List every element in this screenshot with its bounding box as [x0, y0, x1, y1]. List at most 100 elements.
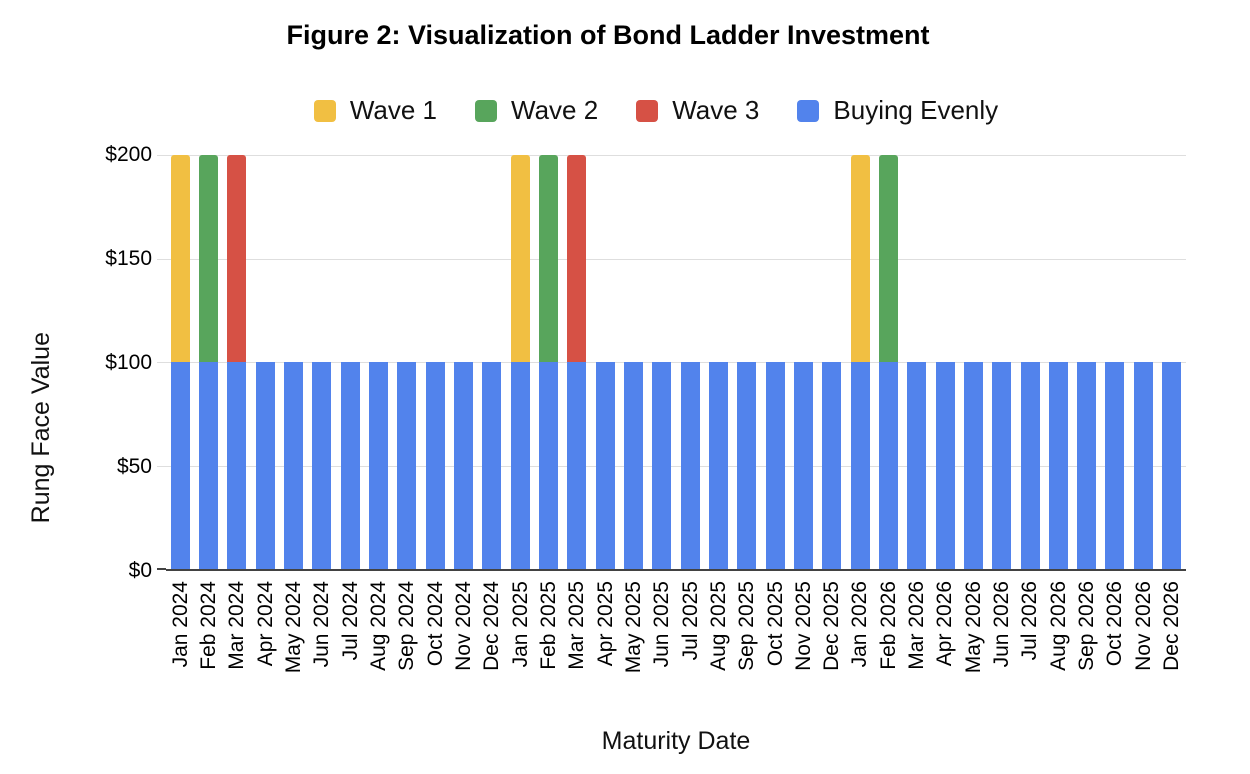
x-axis-tick-label: Jun 2024: [310, 581, 334, 668]
bar-segment-buying-evenly: [1048, 362, 1068, 569]
x-axis-tick-label: Oct 2024: [423, 581, 447, 667]
x-axis-tick-label: Dec 2026: [1160, 581, 1184, 671]
bar-segment-buying-evenly: [1133, 362, 1153, 569]
x-axis-tick-label: Jan 2024: [168, 581, 192, 668]
x-label-cell: Feb 2026: [874, 581, 902, 703]
x-label-cell: Oct 2026: [1101, 581, 1129, 703]
bar-column: [308, 155, 336, 569]
legend-label: Wave 2: [511, 95, 599, 125]
bar-segment-buying-evenly: [595, 362, 615, 569]
bar-segment-wave-3: [567, 155, 587, 362]
x-axis-tick-label: Nov 2026: [1131, 581, 1155, 671]
x-axis-tick-label: Sep 2025: [735, 581, 759, 671]
bar-segment-buying-evenly: [992, 362, 1012, 569]
x-label-cell: May 2024: [279, 581, 307, 703]
bar-segment-buying-evenly: [878, 362, 898, 569]
chart-title: Figure 2: Visualization of Bond Ladder I…: [286, 20, 930, 50]
plot-columns: [166, 155, 1186, 569]
x-label-cell: Apr 2026: [931, 581, 959, 703]
bar-column: [364, 155, 392, 569]
bar-segment-buying-evenly: [453, 362, 473, 569]
x-label-cell: Nov 2026: [1129, 581, 1157, 703]
bar-segment-buying-evenly: [765, 362, 785, 569]
legend-item-wave-3: Wave 3: [636, 95, 759, 126]
bar-segment-buying-evenly: [737, 362, 757, 569]
bar-column: [223, 155, 251, 569]
bar-column: [1044, 155, 1072, 569]
bar-column: [591, 155, 619, 569]
x-label-cell: Oct 2025: [761, 581, 789, 703]
bar-segment-wave-3: [227, 155, 247, 362]
bar-column: [704, 155, 732, 569]
x-label-cell: May 2025: [619, 581, 647, 703]
bar-column: [761, 155, 789, 569]
x-axis-tick-label: Jan 2025: [508, 581, 532, 668]
bar-column: [676, 155, 704, 569]
x-axis-tick-label: Aug 2024: [366, 581, 390, 671]
x-axis-tick-label: Jul 2024: [338, 581, 362, 661]
bar-column: [506, 155, 534, 569]
bar-column: [478, 155, 506, 569]
legend-label: Buying Evenly: [833, 95, 999, 125]
y-tick-mark: [157, 465, 166, 467]
legend-item-buying-evenly: Buying Evenly: [797, 95, 998, 126]
bar-segment-buying-evenly: [482, 362, 502, 569]
bar-segment-wave-2: [198, 155, 218, 362]
x-label-cell: Apr 2024: [251, 581, 279, 703]
bar-segment-wave-1: [170, 155, 190, 362]
y-axis-tick-label: $0: [128, 559, 152, 582]
x-axis-tick-label: May 2026: [961, 581, 985, 674]
bar-segment-buying-evenly: [963, 362, 983, 569]
bar-segment-buying-evenly: [198, 362, 218, 569]
bar-column: [393, 155, 421, 569]
y-axis-tick-labels: $0 $50 $100 $150 $200: [0, 143, 152, 582]
chart-legend: Wave 1 Wave 2 Wave 3 Buying Evenly: [146, 95, 1166, 126]
y-axis-title: Rung Face Value: [26, 331, 55, 524]
x-label-cell: Mar 2024: [223, 581, 251, 703]
x-label-cell: Dec 2024: [478, 581, 506, 703]
x-label-cell: Nov 2024: [449, 581, 477, 703]
bar-segment-buying-evenly: [680, 362, 700, 569]
bar-segment-wave-1: [510, 155, 530, 362]
bar-segment-buying-evenly: [170, 362, 190, 569]
legend-label: Wave 3: [672, 95, 760, 125]
x-label-cell: Aug 2026: [1044, 581, 1072, 703]
x-label-cell: Mar 2026: [903, 581, 931, 703]
x-axis-tick-label: Jun 2026: [990, 581, 1014, 668]
x-axis-tick-label: Sep 2024: [395, 581, 419, 671]
bar-column: [449, 155, 477, 569]
x-axis-tick-label: Nov 2025: [791, 581, 815, 671]
x-axis-tick-label: May 2024: [281, 581, 305, 674]
y-tick-mark: [157, 362, 166, 363]
bar-column: [648, 155, 676, 569]
bar-segment-buying-evenly: [312, 362, 332, 569]
bar-segment-wave-1: [850, 155, 870, 362]
bar-column: [846, 155, 874, 569]
x-axis-tick-label: Dec 2025: [820, 581, 844, 671]
bar-segment-wave-2: [878, 155, 898, 362]
x-label-cell: Oct 2024: [421, 581, 449, 703]
y-axis-title-wrap: Rung Face Value: [24, 155, 58, 700]
bar-column: [988, 155, 1016, 569]
bar-segment-buying-evenly: [538, 362, 558, 569]
x-label-cell: Mar 2025: [563, 581, 591, 703]
plot-area: [157, 155, 1186, 571]
legend-swatch-wave-2: [475, 99, 498, 122]
x-label-cell: Jun 2024: [308, 581, 336, 703]
x-axis-tick-label: Aug 2025: [706, 581, 730, 671]
x-axis-tick-label: Feb 2026: [876, 581, 900, 670]
bar-column: [1016, 155, 1044, 569]
bar-column: [279, 155, 307, 569]
y-tick-mark: [157, 155, 166, 156]
bar-segment-buying-evenly: [255, 362, 275, 569]
y-tick-mark: [157, 568, 166, 570]
x-axis-tick-label: Feb 2025: [536, 581, 560, 670]
x-axis-tick-label: Oct 2025: [763, 581, 787, 667]
x-label-cell: Nov 2025: [789, 581, 817, 703]
bar-segment-buying-evenly: [1105, 362, 1125, 569]
legend-item-wave-1: Wave 1: [313, 95, 437, 126]
gridline-200: [166, 155, 1186, 156]
bar-segment-buying-evenly: [907, 362, 927, 569]
x-label-cell: Apr 2025: [591, 581, 619, 703]
bar-segment-buying-evenly: [652, 362, 672, 569]
